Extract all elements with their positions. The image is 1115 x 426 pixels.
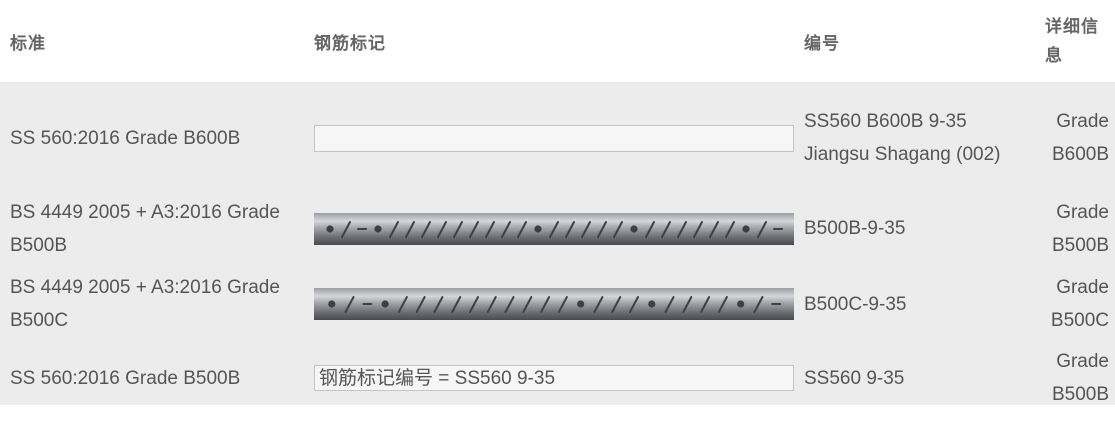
rebar-rib <box>597 220 607 238</box>
rebar-rib <box>581 220 591 238</box>
rebar-rib <box>405 220 415 238</box>
rebar-dot <box>742 224 750 233</box>
rebar-image <box>314 288 794 320</box>
header-number: 编号 <box>804 33 840 53</box>
rebar-dot <box>326 224 334 233</box>
rebar-rib <box>757 220 767 238</box>
rebar-rib <box>753 296 764 313</box>
marking-cell <box>304 82 794 194</box>
number-cell: SS560 B600B 9-35 Jiangsu Shagang (002) <box>804 111 1001 165</box>
marking-box <box>314 124 794 152</box>
rebar-rib <box>451 296 462 313</box>
rebar-rib <box>693 220 703 238</box>
rebar-dot <box>328 300 336 308</box>
standard-cell: BS 4449 2005 + A3:2016 Grade B500C <box>10 277 280 331</box>
rebar-rib <box>501 220 511 238</box>
rebar-rib <box>717 296 728 313</box>
rebar-rib <box>504 296 515 313</box>
table-header: 标准 钢筋标记 编号 详细信息 <box>0 0 1115 82</box>
rebar-dot <box>381 300 389 308</box>
rebar-dot <box>534 224 542 233</box>
rebar-rib <box>629 296 639 313</box>
rebar-rib <box>661 220 671 238</box>
rebar-rib <box>469 296 479 313</box>
details-cell: Grade B500B <box>1051 351 1109 405</box>
rebar-rib <box>415 296 426 313</box>
rebar-dot <box>648 300 656 308</box>
rebar-rib <box>682 296 693 313</box>
rebar-rib <box>485 220 495 238</box>
rebar-rib <box>421 220 431 238</box>
header-marking: 钢筋标记 <box>314 33 386 53</box>
rebar-rib <box>540 296 551 313</box>
rebar-rib <box>677 220 687 238</box>
rebar-rib <box>645 220 655 238</box>
standard-cell: SS 560:2016 Grade B600B <box>10 127 241 149</box>
rebar-rib <box>522 296 533 313</box>
marking-box: 钢筋标记编号 = SS560 9-35 <box>314 365 794 391</box>
number-cell: B500C-9-35 <box>804 293 907 315</box>
rebar-image <box>314 212 794 245</box>
table-row: SS 560:2016 Grade B500B 钢筋标记编号 = SS560 9… <box>0 345 1115 405</box>
rebar-rib <box>437 220 447 238</box>
rebar-rib <box>709 220 719 238</box>
rebar-rib <box>611 296 622 313</box>
rebar-rib <box>517 220 527 238</box>
marking-cell: 钢筋标记编号 = SS560 9-35 <box>304 345 794 411</box>
rebar-rib <box>486 296 497 313</box>
rebar-dot <box>737 300 745 308</box>
rebar-rib <box>613 220 623 238</box>
rebar-rib <box>341 220 351 238</box>
rebar-rib <box>700 296 711 313</box>
rebar-marking-table: 标准 钢筋标记 编号 详细信息 SS 560:2016 Grade B600B … <box>0 0 1115 405</box>
rebar-dot <box>577 300 585 308</box>
standard-cell: SS 560:2016 Grade B500B <box>10 367 241 389</box>
header-details-label: 详细信息 <box>1045 17 1099 65</box>
details-cell: Grade B500C <box>1050 277 1109 331</box>
table-row: BS 4449 2005 + A3:2016 Grade B500C B500C… <box>0 263 1115 345</box>
rebar-rib <box>344 296 355 313</box>
rebar-rib <box>593 296 604 313</box>
header-standard: 标准 <box>10 33 46 53</box>
rebar-rib <box>557 296 568 313</box>
rebar-ribs <box>326 220 783 238</box>
table-row: BS 4449 2005 + A3:2016 Grade B500B B500B… <box>0 194 1115 263</box>
rebar-rib <box>549 220 559 238</box>
standard-cell: BS 4449 2005 + A3:2016 Grade B500B <box>10 201 280 256</box>
rebar-rib <box>664 296 675 313</box>
rebar-rib <box>433 296 444 313</box>
number-cell: SS560 9-35 <box>804 367 905 389</box>
rebar-rib <box>565 220 575 238</box>
header-details: 详细信息 <box>1024 0 1115 82</box>
marking-cell <box>304 194 794 263</box>
marking-cell <box>304 263 794 345</box>
rebar-rib <box>389 220 399 238</box>
rebar-rib <box>397 296 408 313</box>
rebar-dot <box>630 224 638 233</box>
rebar-ribs <box>328 296 782 313</box>
rebar-rib <box>725 220 735 238</box>
rebar-rib <box>453 220 463 238</box>
details-cell: Grade B600B <box>1051 111 1109 165</box>
rebar-dot <box>374 224 382 233</box>
number-cell: B500B-9-35 <box>804 218 906 239</box>
table-row: SS 560:2016 Grade B600B SS560 B600B 9-35… <box>0 82 1115 194</box>
rebar-rib <box>469 220 479 238</box>
details-cell: Grade B500B <box>1051 201 1109 256</box>
